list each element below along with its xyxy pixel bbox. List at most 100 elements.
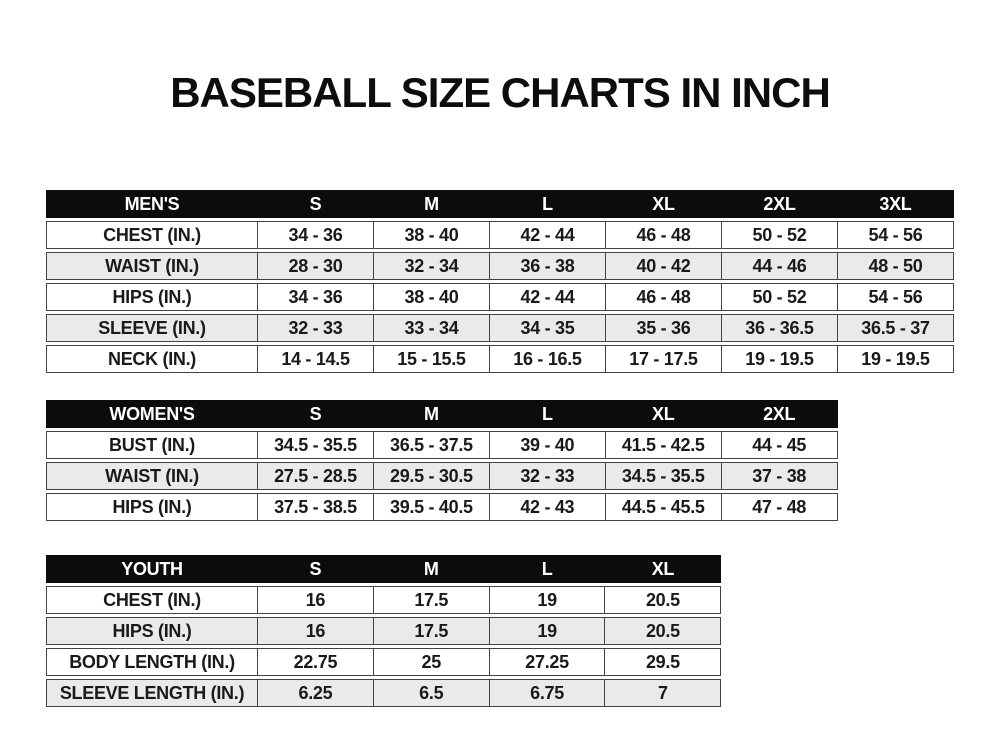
row-label: HIPS (IN.): [112, 286, 192, 307]
size-value-cell: 32 - 33: [257, 315, 373, 341]
size-value-cell: 39 - 40: [488, 432, 605, 458]
size-value-cell: 36 - 36.5: [720, 315, 837, 341]
size-column-header: L: [541, 403, 553, 424]
row-label: BUST (IN.): [109, 434, 195, 455]
size-column-header: XL: [652, 193, 675, 214]
size-value-cell: 32 - 34: [372, 253, 489, 279]
size-column-header: M: [424, 193, 439, 214]
size-value-cell: 46 - 48: [604, 284, 721, 310]
size-value-cell: 6.75: [488, 680, 605, 706]
size-value-cell: 34 - 36: [257, 284, 373, 310]
size-value-cell: 54 - 56: [836, 284, 953, 310]
row-label: SLEEVE (IN.): [98, 317, 206, 338]
size-value-cell: 20.5: [604, 587, 720, 613]
size-value-cell: 17.5: [372, 587, 489, 613]
size-value-cell: 54 - 56: [836, 222, 953, 248]
size-value-cell: 40 - 42: [604, 253, 721, 279]
size-column-header: 3XL: [879, 193, 912, 214]
table-row: BUST (IN.) 34.5 - 35.5 36.5 - 37.5 39 - 40 4…: [46, 431, 838, 459]
size-value-cell: 36.5 - 37: [836, 315, 953, 341]
row-label: HIPS (IN.): [112, 496, 192, 517]
table-header-row: MEN'S S M L XL 2XL 3XL: [46, 190, 954, 218]
row-label: WAIST (IN.): [105, 465, 199, 486]
row-label: HIPS (IN.): [112, 620, 192, 641]
size-column-header: M: [423, 558, 439, 579]
table-row: SLEEVE LENGTH (IN.) 6.25 6.5 6.75 7: [46, 679, 722, 707]
table-row: SLEEVE (IN.) 32 - 33 33 - 34 34 - 35 35 - 36…: [46, 314, 954, 342]
size-column-header: S: [309, 193, 322, 214]
row-label: NECK (IN.): [108, 348, 196, 369]
size-value-cell: 50 - 52: [720, 222, 837, 248]
size-value-cell: 6.25: [257, 680, 373, 706]
size-value-cell: 36 - 38: [488, 253, 605, 279]
table-title-cell: YOUTH: [121, 558, 183, 579]
size-value-cell: 34.5 - 35.5: [257, 432, 373, 458]
size-value-cell: 6.5: [372, 680, 489, 706]
size-value-cell: 27.25: [488, 649, 605, 675]
size-value-cell: 38 - 40: [372, 222, 489, 248]
size-value-cell: 22.75: [257, 649, 373, 675]
size-value-cell: 7: [604, 680, 720, 706]
size-value-cell: 37 - 38: [720, 463, 837, 489]
row-label: SLEEVE LENGTH (IN.): [59, 682, 245, 703]
table-row: WAIST (IN.) 28 - 30 32 - 34 36 - 38 40 - 42 4…: [46, 252, 954, 280]
size-value-cell: 34.5 - 35.5: [604, 463, 721, 489]
size-value-cell: 36.5 - 37.5: [372, 432, 489, 458]
size-value-cell: 17 - 17.5: [604, 346, 721, 372]
size-value-cell: 44.5 - 45.5: [604, 494, 721, 520]
size-value-cell: 19 - 19.5: [836, 346, 953, 372]
size-value-cell: 39.5 - 40.5: [372, 494, 489, 520]
table-row: HIPS (IN.) 34 - 36 38 - 40 42 - 44 46 - 48 50…: [46, 283, 954, 311]
table-title-cell: WOMEN'S: [109, 403, 195, 424]
row-label: CHEST (IN.): [103, 224, 201, 245]
size-value-cell: 46 - 48: [604, 222, 721, 248]
table-row: NECK (IN.) 14 - 14.5 15 - 15.5 16 - 16.5 17 …: [46, 345, 954, 373]
size-value-cell: 48 - 50: [836, 253, 953, 279]
size-value-cell: 20.5: [604, 618, 720, 644]
table-row: HIPS (IN.) 16 17.5 19 20.5: [46, 617, 722, 645]
size-value-cell: 42 - 44: [488, 284, 605, 310]
size-value-cell: 27.5 - 28.5: [257, 463, 373, 489]
size-chart-page: BASEBALL SIZE CHARTS IN INCH MEN'S S M L XL 2…: [0, 70, 1000, 752]
size-value-cell: 38 - 40: [372, 284, 489, 310]
size-value-cell: 34 - 35: [488, 315, 605, 341]
size-column-header: L: [541, 558, 553, 579]
table-row: CHEST (IN.) 34 - 36 38 - 40 42 - 44 46 - 48 5…: [46, 221, 954, 249]
table-row: BODY LENGTH (IN.) 22.75 25 27.25 29.5: [46, 648, 722, 676]
size-column-header: 2XL: [763, 403, 796, 424]
size-column-header: S: [309, 403, 322, 424]
size-value-cell: 34 - 36: [257, 222, 373, 248]
page-title: BASEBALL SIZE CHARTS IN INCH: [170, 69, 831, 116]
row-label: CHEST (IN.): [103, 589, 201, 610]
size-value-cell: 47 - 48: [720, 494, 837, 520]
table-row: CHEST (IN.) 16 17.5 19 20.5: [46, 586, 722, 614]
size-value-cell: 42 - 43: [488, 494, 605, 520]
size-value-cell: 16 - 16.5: [488, 346, 605, 372]
size-value-cell: 35 - 36: [604, 315, 721, 341]
womens-size-table: WOMEN'S S M L XL 2XL BUST (IN.) 34.5 - 35.5 36.5…: [46, 400, 838, 521]
size-value-cell: 50 - 52: [720, 284, 837, 310]
table-header-row: YOUTH S M L XL: [46, 555, 722, 583]
size-value-cell: 32 - 33: [488, 463, 605, 489]
youth-size-table: YOUTH S M L XL CHEST (IN.) 16 17.5 19 20.5 HIPS (I…: [46, 555, 722, 707]
size-value-cell: 15 - 15.5: [372, 346, 489, 372]
size-column-header: XL: [651, 558, 675, 579]
size-value-cell: 33 - 34: [372, 315, 489, 341]
size-column-header: 2XL: [763, 193, 796, 214]
size-value-cell: 19: [488, 618, 605, 644]
size-value-cell: 19: [488, 587, 605, 613]
size-value-cell: 17.5: [372, 618, 489, 644]
table-row: WAIST (IN.) 27.5 - 28.5 29.5 - 30.5 32 - 33…: [46, 462, 838, 490]
size-value-cell: 44 - 45: [720, 432, 837, 458]
size-column-header: M: [424, 403, 439, 424]
mens-size-table: MEN'S S M L XL 2XL 3XL CHEST (IN.) 34 - 36 38 - 4…: [46, 190, 954, 373]
size-value-cell: 19 - 19.5: [720, 346, 837, 372]
size-value-cell: 29.5 - 30.5: [372, 463, 489, 489]
size-value-cell: 16: [257, 587, 373, 613]
size-value-cell: 42 - 44: [488, 222, 605, 248]
table-header-row: WOMEN'S S M L XL 2XL: [46, 400, 838, 428]
size-value-cell: 37.5 - 38.5: [257, 494, 373, 520]
size-value-cell: 41.5 - 42.5: [604, 432, 721, 458]
row-label: WAIST (IN.): [105, 255, 199, 276]
size-value-cell: 25: [372, 649, 489, 675]
